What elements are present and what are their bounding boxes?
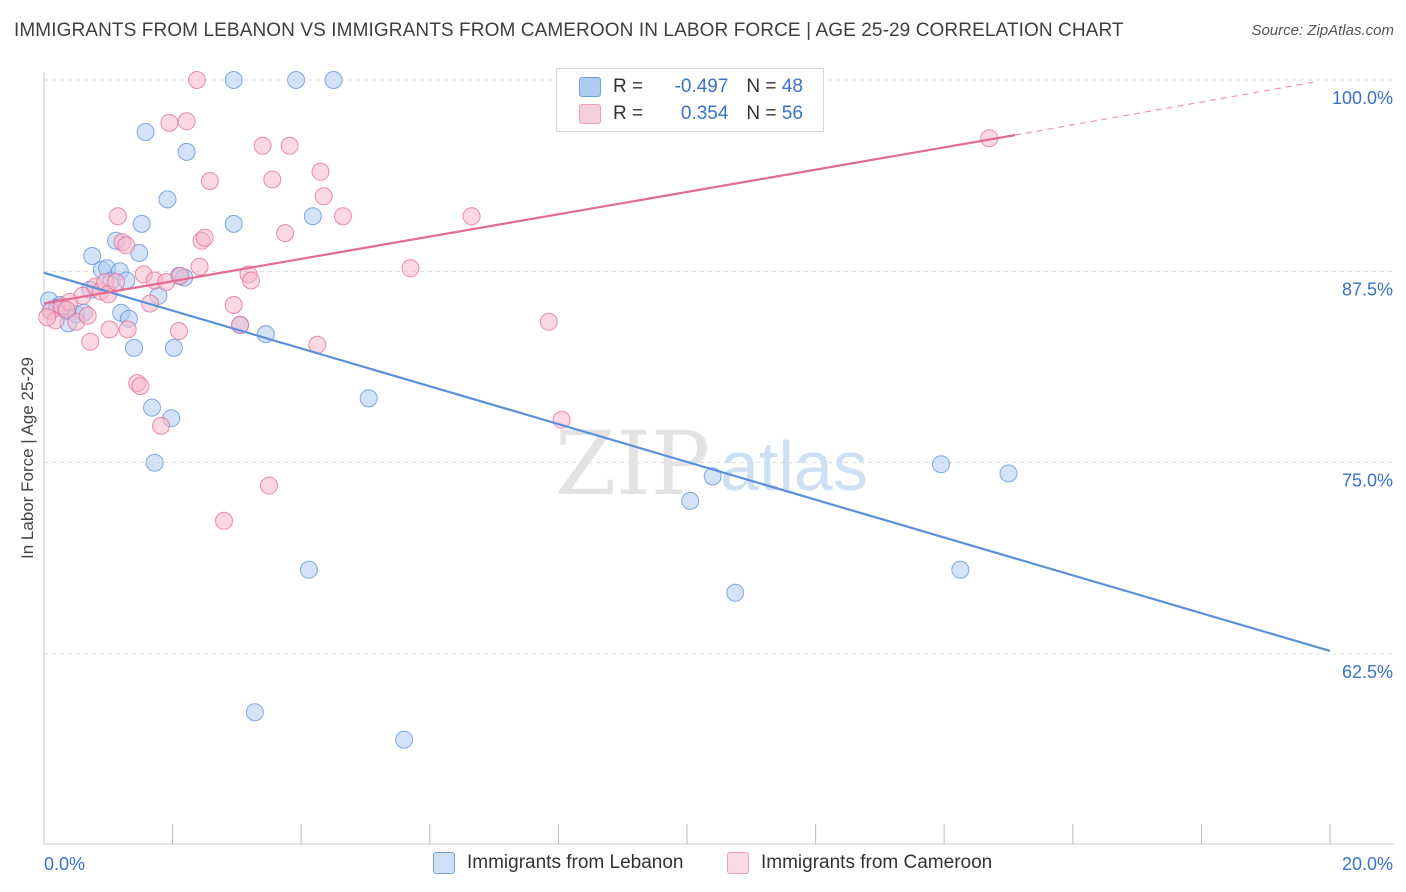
trend-line-lebanon xyxy=(43,271,1331,652)
point-cameroon xyxy=(57,300,76,319)
point-cameroon xyxy=(107,273,125,291)
legend-row-cameroon: R = 0.354 N = 56 xyxy=(579,103,803,125)
point-cameroon xyxy=(78,306,97,325)
point-cameroon xyxy=(131,377,150,396)
point-cameroon xyxy=(170,322,188,340)
point-cameroon xyxy=(314,187,333,206)
point-cameroon xyxy=(224,296,243,314)
point-cameroon xyxy=(539,312,558,331)
point-lebanon xyxy=(224,214,243,233)
legend-item-cameroon: Immigrants from Cameroon xyxy=(727,852,992,874)
point-cameroon xyxy=(118,320,137,339)
point-lebanon xyxy=(164,338,183,357)
point-cameroon xyxy=(38,308,57,327)
legend-label-lebanon: Immigrants from Lebanon xyxy=(467,852,684,873)
y-tick-label: 87.5% xyxy=(1342,279,1393,299)
legend-swatch-lebanon xyxy=(579,77,601,97)
point-lebanon xyxy=(299,560,318,579)
series-lebanon-points xyxy=(40,71,1018,749)
y-tick-label: 100.0% xyxy=(1332,88,1393,108)
point-cameroon xyxy=(253,136,272,155)
legend-n-label: N = xyxy=(746,76,777,97)
legend-swatch-cameroon xyxy=(579,104,601,124)
point-cameroon xyxy=(280,136,299,155)
legend-r-value: 0.354 xyxy=(680,103,729,124)
x-tick-label-max: 20.0% xyxy=(1342,854,1393,874)
legend-r-label: R = xyxy=(613,76,644,97)
y-tick-label: 75.0% xyxy=(1342,471,1393,491)
point-cameroon xyxy=(195,228,214,247)
tick-labels: 62.5% 75.0% 87.5% 100.0% 0.0% 20.0% xyxy=(44,88,1393,874)
y-tick-label: 62.5% xyxy=(1342,662,1393,682)
point-cameroon xyxy=(215,511,233,530)
grid-lines xyxy=(44,79,1394,655)
point-lebanon xyxy=(359,389,378,408)
point-cameroon xyxy=(334,207,352,226)
point-lebanon xyxy=(951,560,970,579)
watermark-atlas: atlas xyxy=(720,427,868,505)
point-lebanon xyxy=(83,247,102,265)
point-cameroon xyxy=(263,170,282,189)
point-cameroon xyxy=(260,476,278,495)
trend-line-cameroon-extension xyxy=(1014,80,1318,136)
legend-r-value: -0.497 xyxy=(674,76,729,97)
point-lebanon xyxy=(395,730,414,749)
point-lebanon xyxy=(681,491,700,510)
point-lebanon xyxy=(143,398,161,417)
x-tick-label-min: 0.0% xyxy=(44,854,85,874)
point-cameroon xyxy=(100,320,119,339)
point-lebanon xyxy=(726,583,745,602)
point-lebanon xyxy=(303,207,322,226)
point-cameroon xyxy=(188,71,206,89)
trend-lines xyxy=(43,80,1331,652)
point-lebanon xyxy=(158,190,177,209)
point-lebanon xyxy=(932,455,950,474)
legend-label-cameroon: Immigrants from Cameroon xyxy=(761,852,993,873)
legend-swatch-cameroon xyxy=(727,852,749,874)
chart-title: IMMIGRANTS FROM LEBANON VS IMMIGRANTS FR… xyxy=(14,20,1124,41)
point-cameroon xyxy=(401,259,420,278)
legend-swatch-lebanon xyxy=(433,852,455,874)
point-cameroon xyxy=(177,112,196,131)
stats-legend: R = -0.497 N = 48 R = 0.354 N = 56 xyxy=(556,68,824,132)
point-cameroon xyxy=(160,113,179,132)
legend-item-lebanon: Immigrants from Lebanon xyxy=(433,852,684,874)
point-lebanon xyxy=(999,464,1018,483)
point-cameroon xyxy=(117,236,136,255)
point-lebanon xyxy=(145,453,164,472)
legend-n-value: 48 xyxy=(781,76,803,97)
point-lebanon xyxy=(324,71,343,89)
legend-r-label: R = xyxy=(613,103,644,124)
point-lebanon xyxy=(125,338,143,357)
axes xyxy=(43,72,1394,845)
point-lebanon xyxy=(287,71,306,89)
point-cameroon xyxy=(152,416,170,435)
watermark: ZIP atlas xyxy=(555,412,868,515)
point-cameroon xyxy=(462,207,481,226)
legend-n-value: 56 xyxy=(781,103,803,124)
point-lebanon xyxy=(224,71,243,89)
series-cameroon-points xyxy=(38,71,999,530)
point-lebanon xyxy=(132,214,151,233)
point-cameroon xyxy=(81,332,100,351)
trend-line-cameroon xyxy=(43,134,1016,305)
legend-n-label: N = xyxy=(746,103,777,124)
point-lebanon xyxy=(245,703,264,722)
point-lebanon xyxy=(136,123,155,141)
point-lebanon xyxy=(703,467,722,486)
series-legend: Immigrants from Lebanon Immigrants from … xyxy=(0,852,1406,878)
point-cameroon xyxy=(200,172,219,190)
legend-row-lebanon: R = -0.497 N = 48 xyxy=(579,76,803,98)
point-cameroon xyxy=(276,224,295,243)
point-cameroon xyxy=(190,257,209,276)
point-cameroon xyxy=(108,207,127,226)
point-lebanon xyxy=(177,142,196,161)
point-cameroon xyxy=(311,162,330,181)
source-label: Source: ZipAtlas.com xyxy=(1251,22,1394,39)
point-cameroon xyxy=(242,271,260,290)
